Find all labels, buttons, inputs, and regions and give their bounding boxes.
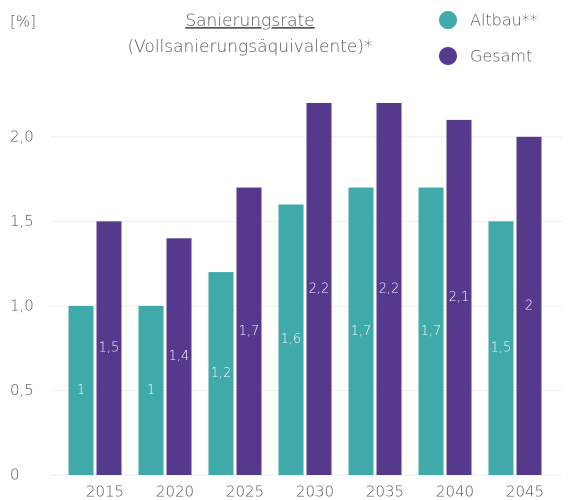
value-label: 1,7 bbox=[351, 324, 372, 339]
y-tick-label: 1,0 bbox=[10, 296, 34, 314]
bar bbox=[348, 187, 374, 475]
chart-title: Sanierungsrate bbox=[185, 11, 314, 31]
bar bbox=[488, 221, 514, 475]
bar bbox=[418, 187, 444, 475]
y-tick-label: 0 bbox=[10, 466, 20, 484]
y-tick-label: 2,0 bbox=[10, 127, 34, 145]
bar bbox=[278, 204, 304, 476]
value-label: 2,2 bbox=[309, 282, 330, 297]
value-label: 2,1 bbox=[449, 290, 470, 305]
legend-marker bbox=[439, 47, 457, 65]
value-label: 1,7 bbox=[421, 324, 442, 339]
y-tick-label: 0,5 bbox=[10, 381, 34, 399]
value-label: 1,5 bbox=[99, 341, 120, 356]
x-tick-label: 2020 bbox=[156, 483, 194, 500]
y-tick-label: 1,5 bbox=[10, 212, 34, 230]
x-tick-label: 2045 bbox=[506, 483, 544, 500]
y-axis-label: [%] bbox=[10, 13, 36, 31]
value-label: 1,6 bbox=[281, 332, 302, 347]
x-tick-label: 2030 bbox=[296, 483, 334, 500]
value-label: 1,7 bbox=[239, 324, 260, 339]
bar bbox=[68, 305, 94, 475]
value-label: 1,5 bbox=[491, 341, 512, 356]
x-tick-label: 2040 bbox=[436, 483, 474, 500]
bar bbox=[446, 119, 472, 475]
legend-label: Gesamt bbox=[470, 47, 532, 66]
bar bbox=[236, 187, 262, 475]
bar bbox=[138, 305, 164, 475]
value-label: 1 bbox=[147, 383, 155, 398]
bar bbox=[376, 103, 402, 475]
bar bbox=[96, 221, 122, 475]
x-tick-label: 2015 bbox=[86, 483, 124, 500]
bar bbox=[166, 238, 192, 475]
bar bbox=[306, 103, 332, 475]
value-label: 2 bbox=[525, 298, 533, 313]
bar bbox=[208, 272, 234, 475]
bar bbox=[516, 136, 542, 475]
legend-label: Altbau** bbox=[470, 11, 538, 30]
value-label: 1,2 bbox=[211, 366, 232, 381]
value-label: 1,4 bbox=[169, 349, 190, 364]
value-label: 1 bbox=[77, 383, 85, 398]
x-tick-label: 2025 bbox=[226, 483, 264, 500]
x-tick-label: 2035 bbox=[366, 483, 404, 500]
legend-marker bbox=[439, 11, 457, 29]
value-label: 2,2 bbox=[379, 282, 400, 297]
chart-subtitle: (Vollsanierungsäquivalente)* bbox=[127, 37, 372, 57]
